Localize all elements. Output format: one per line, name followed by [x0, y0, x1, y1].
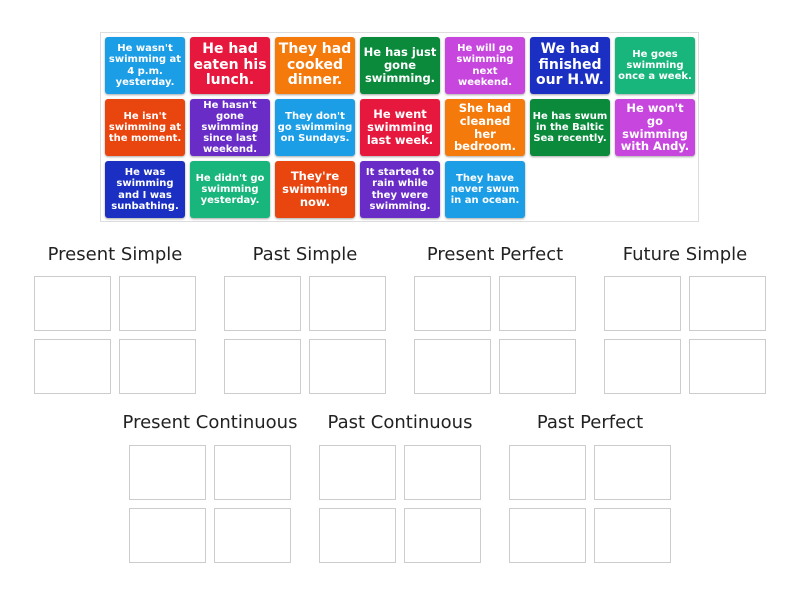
- drop-slot[interactable]: [309, 276, 386, 331]
- drop-slot[interactable]: [604, 276, 681, 331]
- sentence-card[interactable]: He hasn't gone swimming since last weeke…: [190, 99, 270, 156]
- sentence-card[interactable]: He isn't swimming at the moment.: [105, 99, 185, 156]
- drop-slot[interactable]: [34, 276, 111, 331]
- drop-slot[interactable]: [119, 339, 196, 394]
- sentence-card[interactable]: They don't go swimming on Sundays.: [275, 99, 355, 156]
- sentence-card[interactable]: He has just gone swimming.: [360, 37, 440, 94]
- drop-slot[interactable]: [224, 276, 301, 331]
- group-label: Past Perfect: [536, 412, 644, 433]
- group-label: Past Continuous: [327, 412, 473, 433]
- drop-slot[interactable]: [119, 276, 196, 331]
- drop-slot[interactable]: [689, 276, 766, 331]
- sentence-card[interactable]: We had finished our H.W.: [530, 37, 610, 94]
- sentence-card[interactable]: He goes swimming once a week.: [615, 37, 695, 94]
- sentence-card[interactable]: She had cleaned her bedroom.: [445, 99, 525, 156]
- drop-slot[interactable]: [34, 339, 111, 394]
- drop-slot[interactable]: [309, 339, 386, 394]
- drop-slot[interactable]: [129, 508, 206, 563]
- sentence-card[interactable]: It started to rain while they were swimm…: [360, 161, 440, 218]
- drop-slot[interactable]: [509, 508, 586, 563]
- drop-slot[interactable]: [129, 445, 206, 500]
- sentence-card[interactable]: He will go swimming next weekend.: [445, 37, 525, 94]
- sentence-card[interactable]: He had eaten his lunch.: [190, 37, 270, 94]
- card-tray: He wasn't swimming at 4 p.m. yesterday. H…: [100, 32, 699, 222]
- group-label: Present Continuous: [122, 412, 298, 433]
- sentence-card[interactable]: They're swimming now.: [275, 161, 355, 218]
- drop-slot[interactable]: [604, 339, 681, 394]
- drop-slot[interactable]: [224, 339, 301, 394]
- sentence-card[interactable]: He went swimming last week.: [360, 99, 440, 156]
- drop-slot[interactable]: [404, 508, 481, 563]
- drop-slot[interactable]: [319, 445, 396, 500]
- sentence-card[interactable]: He was swimming and I was sunbathing.: [105, 161, 185, 218]
- sentence-card[interactable]: He won't go swimming with Andy.: [615, 99, 695, 156]
- drop-slot[interactable]: [414, 339, 491, 394]
- drop-slot[interactable]: [594, 445, 671, 500]
- drop-slot[interactable]: [404, 445, 481, 500]
- drop-slot[interactable]: [319, 508, 396, 563]
- sentence-card[interactable]: They have never swum in an ocean.: [445, 161, 525, 218]
- drop-slot[interactable]: [499, 339, 576, 394]
- sentence-card[interactable]: He has swum in the Baltic Sea recently.: [530, 99, 610, 156]
- group-label: Present Simple: [47, 244, 183, 265]
- drop-slot[interactable]: [594, 508, 671, 563]
- drop-slot[interactable]: [414, 276, 491, 331]
- drop-slot[interactable]: [499, 276, 576, 331]
- group-label: Future Simple: [622, 244, 748, 265]
- drop-slot[interactable]: [509, 445, 586, 500]
- drop-slot[interactable]: [214, 508, 291, 563]
- group-label: Past Simple: [252, 244, 358, 265]
- drop-slot[interactable]: [689, 339, 766, 394]
- group-label: Present Perfect: [426, 244, 564, 265]
- sentence-card[interactable]: He didn't go swimming yesterday.: [190, 161, 270, 218]
- sentence-card[interactable]: They had cooked dinner.: [275, 37, 355, 94]
- drop-slot[interactable]: [214, 445, 291, 500]
- sentence-card[interactable]: He wasn't swimming at 4 p.m. yesterday.: [105, 37, 185, 94]
